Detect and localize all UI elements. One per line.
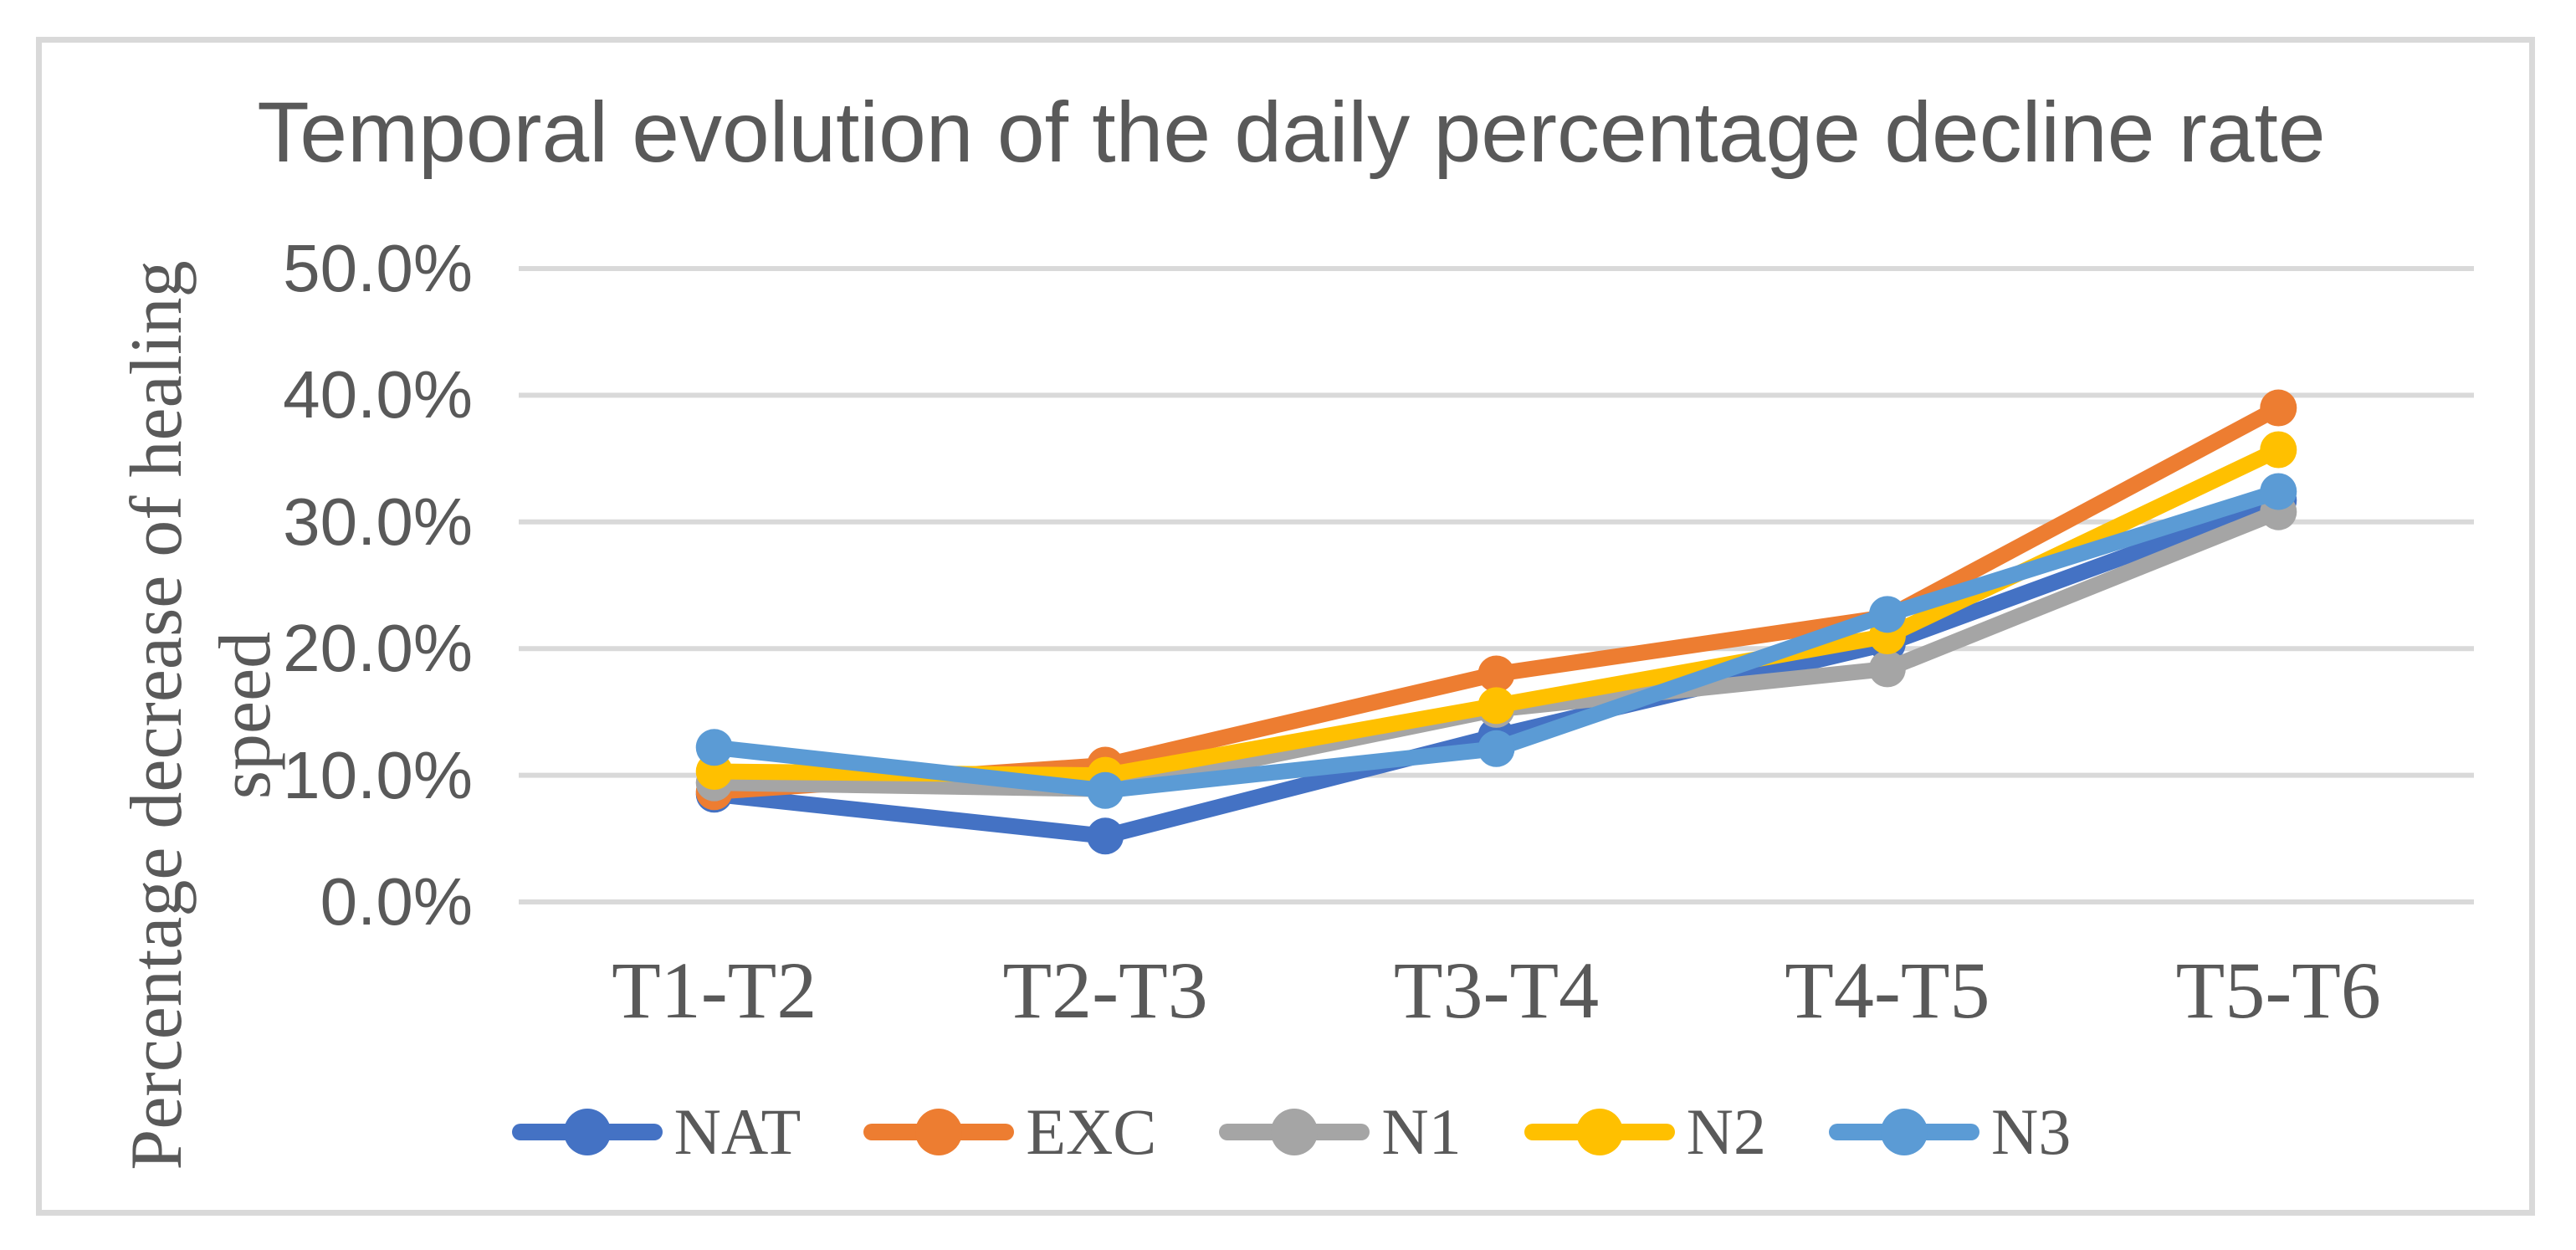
series-n3 xyxy=(695,473,2297,809)
x-category-label: T2-T3 xyxy=(1002,945,1208,1035)
x-category-label: T4-T5 xyxy=(1785,945,1990,1035)
legend-item-nat: NAT xyxy=(511,1094,801,1170)
y-tick-label: 50.0% xyxy=(283,231,473,305)
y-tick-label: 40.0% xyxy=(283,357,473,433)
y-tick-label: 20.0% xyxy=(283,611,473,686)
legend-marker-icon xyxy=(1829,1109,1979,1155)
legend-item-n1: N1 xyxy=(1219,1094,1462,1170)
data-point-marker-n3 xyxy=(695,729,733,766)
y-tick-label: 10.0% xyxy=(283,737,473,812)
legend: NAT EXC N1 N2 N3 xyxy=(36,1094,2547,1170)
data-point-marker-exc xyxy=(1477,655,1515,693)
legend-label: N2 xyxy=(1686,1095,1766,1168)
legend-label: EXC xyxy=(1026,1095,1157,1168)
data-point-marker-n3 xyxy=(1868,596,1906,633)
legend-marker-icon xyxy=(863,1109,1015,1155)
legend-item-exc: EXC xyxy=(863,1094,1156,1170)
chart-border-frame xyxy=(36,37,2535,1216)
legend-item-n2: N2 xyxy=(1524,1094,1766,1170)
legend-marker-icon xyxy=(1219,1109,1370,1155)
data-point-marker-n1 xyxy=(1868,650,1906,688)
legend-marker-icon xyxy=(511,1109,663,1155)
data-point-marker-n2 xyxy=(2260,431,2297,469)
legend-marker-icon xyxy=(1524,1109,1675,1155)
legend-label: N1 xyxy=(1381,1095,1462,1168)
data-point-marker-n3 xyxy=(1477,730,1515,767)
chart-title: Temporal evolution of the daily percenta… xyxy=(257,85,2326,180)
data-point-marker-exc xyxy=(2260,389,2297,427)
x-category-label: T3-T4 xyxy=(1393,945,1600,1035)
y-tick-label: 30.0% xyxy=(283,484,473,559)
data-point-marker-nat xyxy=(1087,817,1124,855)
legend-label: N3 xyxy=(1991,1095,2072,1168)
data-point-marker-n3 xyxy=(1087,771,1124,809)
x-category-label: T1-T2 xyxy=(612,945,817,1035)
legend-item-n3: N3 xyxy=(1829,1094,2071,1170)
x-category-label: T5-T6 xyxy=(2175,945,2381,1035)
legend-label: NAT xyxy=(673,1095,801,1168)
data-point-marker-n3 xyxy=(2260,473,2297,510)
y-tick-label: 0.0% xyxy=(320,864,473,939)
data-point-marker-n2 xyxy=(1477,687,1515,725)
